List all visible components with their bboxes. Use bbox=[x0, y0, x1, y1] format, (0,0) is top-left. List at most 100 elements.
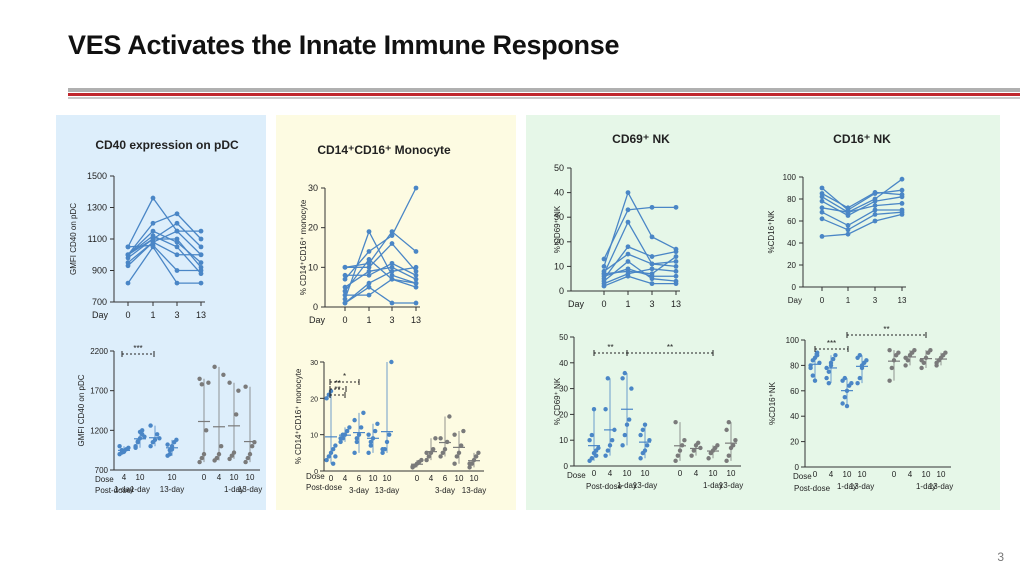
cd69_dot-postdose-label: Post-dose bbox=[586, 482, 623, 491]
cd16_line-y-tick-label: 100 bbox=[783, 173, 797, 182]
mono_dot-data-point bbox=[442, 447, 448, 452]
cd16_dot-data-point bbox=[824, 365, 829, 371]
cd16_dot-data-point bbox=[896, 350, 901, 355]
pdc_dot-data-point bbox=[221, 372, 226, 377]
pdc_dot-data-point bbox=[252, 440, 257, 445]
pdc_dot-data-point bbox=[155, 432, 160, 437]
cd16_line-data-point bbox=[899, 212, 905, 217]
pdc_dot-data-point bbox=[152, 437, 158, 443]
pdc_dot-data-point bbox=[135, 439, 140, 444]
cd16_line-title: CD16⁺ NK bbox=[833, 132, 891, 146]
mono_dot-data-point bbox=[389, 359, 394, 365]
cd16_line-x-tick-label: 1 bbox=[846, 296, 851, 305]
pdc_line-y-tick-label: 1300 bbox=[87, 203, 107, 213]
cd16_dot-y-tick-label: 20 bbox=[790, 438, 799, 447]
cd69_line-data-point bbox=[649, 234, 655, 240]
mono_line-data-point bbox=[342, 296, 348, 302]
mono_dot-data-point bbox=[380, 450, 385, 456]
cd16_dot-data-point bbox=[887, 347, 892, 353]
cd16_dot-data-point bbox=[808, 365, 813, 371]
pdc_dot-data-point bbox=[234, 412, 239, 417]
cd69_dot-data-point bbox=[673, 458, 678, 464]
cd69_dot-dose-value: 4 bbox=[694, 469, 699, 478]
mono_dot-data-point bbox=[352, 450, 357, 456]
cd16_line-y-label: %CD16⁺NK bbox=[767, 210, 776, 254]
mono_dot-dose-value: 6 bbox=[443, 474, 448, 483]
cd69_line-y-tick-label: 0 bbox=[559, 286, 564, 296]
mono_dot-data-point bbox=[354, 439, 359, 445]
pdc_dot-data-point bbox=[247, 451, 253, 457]
cd16_line-data-point bbox=[872, 198, 878, 204]
mono_dot-dose-label: Dose bbox=[306, 472, 325, 481]
cd69_line-data-point bbox=[673, 204, 679, 210]
mono_line-y-tick-label: 30 bbox=[308, 183, 318, 193]
mono_line-x-label: Day bbox=[309, 315, 326, 325]
pdc_dot-data-point bbox=[206, 380, 211, 385]
mono_line-data-point bbox=[366, 280, 372, 286]
mono_line-series-line bbox=[344, 230, 417, 268]
cd16_dot-data-point bbox=[889, 365, 894, 371]
cd16_dot-data-point bbox=[844, 403, 850, 409]
pdc_line-data-point bbox=[198, 244, 204, 250]
mono_dot-data-point bbox=[324, 457, 329, 463]
mono_line-data-point bbox=[366, 264, 372, 270]
mono_line-data-point bbox=[389, 241, 395, 246]
pdc_dot-data-point bbox=[197, 459, 202, 465]
mono_line-title: CD14⁺CD16⁺ Monocyte bbox=[317, 143, 451, 157]
cd69_dot-day-label: 13-day bbox=[719, 481, 743, 490]
mono_line-data-point bbox=[413, 284, 419, 290]
mono_line-y-label: % CD14⁺CD16⁺ monocyte bbox=[299, 199, 308, 295]
cd16_line-data-point bbox=[845, 213, 851, 218]
mono_line-data-point bbox=[342, 276, 348, 282]
cd16_dot-dose-value: 4 bbox=[908, 470, 913, 479]
mono_line-data-point bbox=[342, 288, 348, 294]
cd69_dot-data-point bbox=[594, 453, 599, 458]
cd69_line-data-point bbox=[673, 249, 679, 255]
cd16_dot-y-tick-label: 40 bbox=[790, 412, 799, 421]
cd69_dot-data-point bbox=[603, 453, 608, 458]
mono_dot-data-point bbox=[426, 454, 431, 459]
cd16_dot-data-point bbox=[903, 355, 908, 360]
cd16_dot-dose-value: 10 bbox=[858, 470, 867, 479]
pdc_line-data-point bbox=[198, 264, 204, 270]
cd69_dot-dose-value: 0 bbox=[678, 469, 683, 478]
cd16_line-data-point bbox=[819, 198, 825, 204]
pdc_dot-y-tick-label: 2200 bbox=[90, 347, 108, 356]
mono_dot-data-point bbox=[454, 454, 459, 459]
cd16_line-y-tick-label: 20 bbox=[787, 261, 796, 270]
pdc_line-y-tick-label: 900 bbox=[92, 266, 107, 276]
cd69_line-data-point bbox=[649, 254, 655, 259]
cd69_line-series-line bbox=[603, 275, 676, 287]
cd69_dot-data-point bbox=[726, 419, 731, 425]
mono_line-x-tick-label: 13 bbox=[411, 315, 421, 325]
cd69_dot-dose-value: 4 bbox=[608, 469, 613, 478]
pdc_dot-data-point bbox=[169, 447, 175, 452]
cd16_line-series-line bbox=[821, 178, 903, 213]
cd16_line-y-tick-label: 60 bbox=[787, 217, 796, 226]
pdc_line-x-tick-label: 1 bbox=[150, 310, 155, 320]
nk-panel bbox=[526, 115, 1000, 510]
pdc_dot-data-point bbox=[157, 436, 162, 441]
mono_dot-data-point bbox=[340, 432, 345, 437]
pdc_line-data-point bbox=[174, 280, 180, 286]
cd69_line-series-line bbox=[603, 190, 677, 267]
pdc_line-data-point bbox=[198, 236, 204, 242]
mono_dot-data-point bbox=[370, 436, 376, 441]
cd69_dot-data-point bbox=[589, 432, 594, 438]
pdc_dot-dose-value: 0 bbox=[202, 473, 207, 482]
mono_line-data-point bbox=[389, 272, 395, 278]
mono_dot-data-point bbox=[354, 436, 359, 441]
pdc_line-series-line bbox=[127, 241, 201, 267]
mono_line-data-point bbox=[413, 280, 419, 286]
pdc_dot-day-label: 13-day bbox=[160, 485, 184, 494]
mono_dot-dose-value: 6 bbox=[357, 474, 362, 483]
pdc_dot-data-point bbox=[204, 428, 209, 433]
mono_dot-y-tick-label: 30 bbox=[310, 360, 318, 367]
cd16_line-data-point bbox=[819, 205, 825, 211]
cd69_line-data-point bbox=[649, 261, 655, 267]
mono_line-series-line bbox=[344, 258, 417, 292]
cd16_dot-data-point bbox=[810, 373, 815, 378]
cd69_dot-day-label: 13-day bbox=[633, 481, 657, 490]
cd69_dot-data-point bbox=[731, 443, 736, 448]
cd69_line-data-point bbox=[649, 271, 655, 277]
